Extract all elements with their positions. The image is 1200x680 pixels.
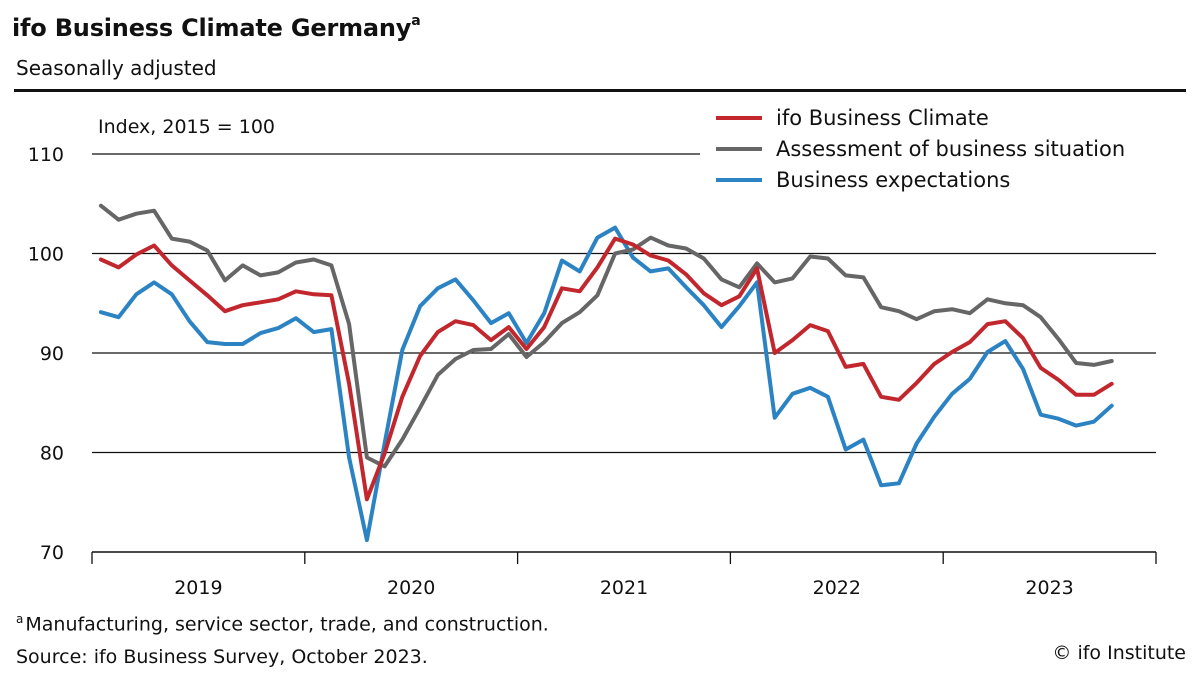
legend: ifo Business Climate Assessment of busine… (716, 106, 1125, 192)
y-axis-ticks: 70 80 90 100 110 (28, 144, 64, 564)
y-tick-label: 80 (40, 443, 64, 465)
series-line-climate (98, 236, 1114, 502)
series-line-situation (98, 203, 1114, 469)
x-tick-label: 2022 (813, 577, 861, 599)
series-lines (98, 203, 1114, 543)
unit-label: Index, 2015 = 100 (98, 116, 275, 138)
legend-label-climate: ifo Business Climate (776, 106, 989, 130)
series-line-expectations (98, 225, 1114, 543)
y-tick-label: 90 (40, 343, 64, 365)
title-rule (14, 89, 1186, 92)
footnote: a Manufacturing, service sector, trade, a… (16, 612, 549, 635)
legend-label-situation: Assessment of business situation (776, 137, 1125, 161)
y-tick-label: 110 (28, 144, 64, 166)
credit-label: © ifo Institute (1052, 642, 1186, 664)
footnote-marker: a (16, 612, 24, 626)
y-tick-label: 70 (40, 542, 64, 564)
title-footnote-marker: a (411, 13, 421, 29)
x-tick-label: 2020 (387, 577, 435, 599)
x-tick-label: 2021 (600, 577, 648, 599)
legend-label-expectations: Business expectations (776, 168, 1010, 192)
x-tick-label: 2023 (1025, 577, 1073, 599)
chart-title: ifo Business Climate Germanya (12, 13, 421, 42)
chart-title-text: ifo Business Climate Germany (12, 14, 412, 42)
footnote-text: Manufacturing, service sector, trade, an… (25, 613, 549, 636)
chart-subtitle: Seasonally adjusted (16, 56, 217, 80)
x-tick-label: 2019 (174, 577, 222, 599)
x-axis: 2019 2020 2021 2022 2023 (91, 551, 1157, 599)
y-tick-label: 100 (28, 244, 64, 266)
source-note: Source: ifo Business Survey, October 202… (16, 646, 428, 668)
